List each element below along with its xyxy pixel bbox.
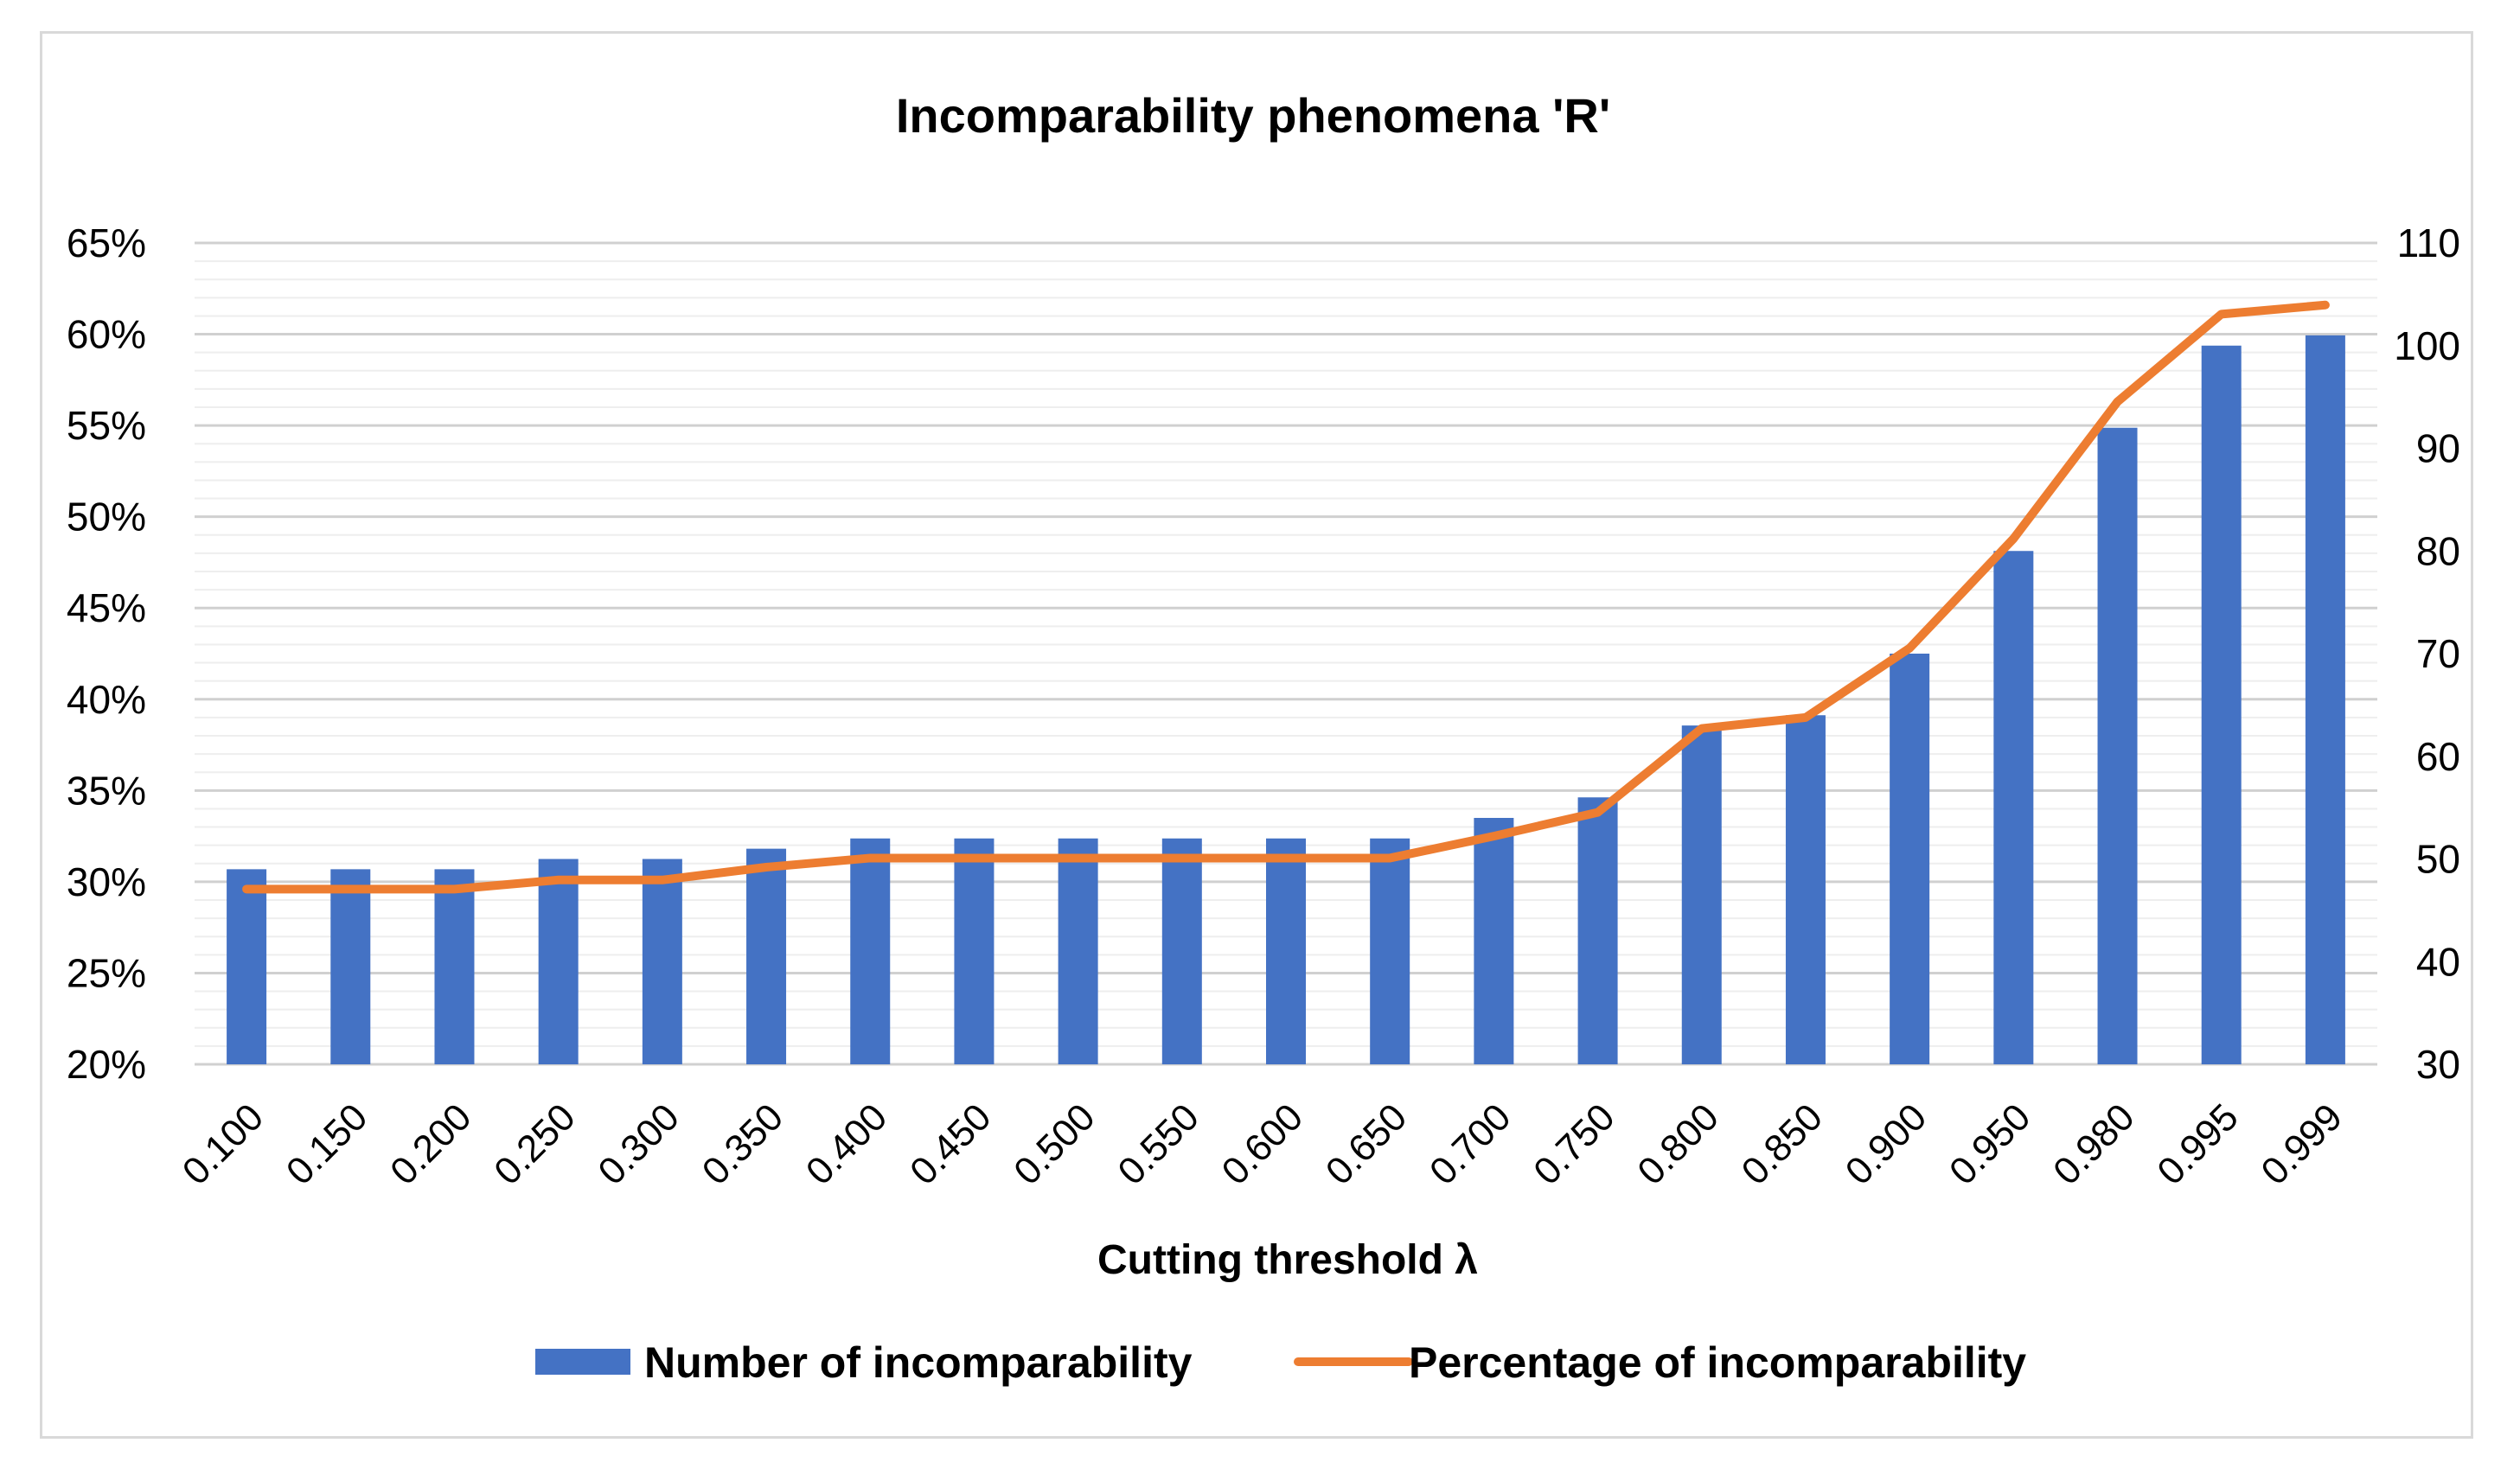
bar-0.150	[330, 869, 371, 1064]
bar-0.950	[1993, 551, 2034, 1064]
legend: Number of incomparability Percentage of …	[535, 1338, 2026, 1387]
left-tick-label: 65%	[67, 220, 146, 265]
bar-0.100	[227, 869, 267, 1064]
x-tick-label: 0.100	[175, 1095, 272, 1193]
right-tick-label: 30	[2416, 1042, 2460, 1087]
x-tick-label: 0.150	[278, 1095, 376, 1193]
bar-0.200	[434, 869, 475, 1064]
bar-0.700	[1474, 818, 1514, 1064]
bar-0.450	[954, 838, 995, 1064]
bar-0.750	[1577, 797, 1618, 1064]
left-tick-label: 30%	[67, 859, 146, 904]
left-tick-label: 55%	[67, 403, 146, 448]
x-tick-label: 0.400	[798, 1095, 896, 1193]
left-tick-label: 35%	[67, 768, 146, 813]
x-tick-label: 0.700	[1422, 1095, 1519, 1193]
bar-0.500	[1058, 838, 1098, 1064]
bar-0.999	[2305, 335, 2345, 1064]
bar-0.980	[2097, 427, 2138, 1064]
bar-0.600	[1266, 838, 1306, 1064]
right-tick-label: 60	[2416, 734, 2460, 779]
bar-0.650	[1370, 838, 1410, 1064]
x-tick-label: 0.999	[2253, 1095, 2351, 1193]
left-tick-label: 20%	[67, 1042, 146, 1087]
bar-0.550	[1161, 838, 1202, 1064]
right-tick-label: 90	[2416, 426, 2460, 471]
bars-layer	[227, 335, 2345, 1064]
x-tick-label: 0.980	[2045, 1095, 2143, 1193]
left-tick-label: 40%	[67, 677, 146, 722]
right-tick-label: 50	[2416, 837, 2460, 882]
x-axis-ticks: 0.100 0.150 0.200 0.250 0.300 0.350 0.400 0.450…	[175, 1095, 2351, 1193]
legend-line-label: Percentage of incomparability	[1409, 1338, 2026, 1387]
x-tick-label: 0.200	[382, 1095, 480, 1193]
left-tick-label: 50%	[67, 495, 146, 540]
x-axis-label: Cutting threshold λ	[1097, 1237, 1478, 1283]
x-tick-label: 0.600	[1214, 1095, 1312, 1193]
line-layer	[242, 300, 2330, 894]
bar-0.400	[850, 838, 891, 1064]
right-tick-label: 110	[2397, 220, 2460, 265]
x-tick-label: 0.350	[694, 1095, 792, 1193]
x-tick-label: 0.450	[902, 1095, 1000, 1193]
right-tick-label: 70	[2416, 631, 2460, 676]
chart-title: Incomparability phenomena 'R'	[896, 88, 1610, 143]
left-tick-label: 25%	[67, 950, 146, 995]
x-tick-label: 0.250	[486, 1095, 584, 1193]
bar-0.900	[1890, 654, 1930, 1064]
legend-bar-label: Number of incomparability	[644, 1338, 1193, 1387]
x-tick-label: 0.850	[1734, 1095, 1832, 1193]
legend-bar-swatch	[535, 1349, 630, 1375]
bar-0.250	[538, 859, 579, 1064]
right-axis-ticks: 30 40 50 60 70 80 90 100 110	[2394, 220, 2460, 1087]
left-axis-ticks: 20% 25% 30% 35% 40% 45% 50% 55% 60% 65%	[67, 220, 146, 1087]
x-tick-label: 0.300	[590, 1095, 688, 1193]
x-tick-label: 0.750	[1525, 1095, 1623, 1193]
bar-0.850	[1785, 715, 1826, 1064]
x-tick-label: 0.500	[1006, 1095, 1103, 1193]
bar-0.995	[2201, 345, 2242, 1064]
x-tick-label: 0.550	[1110, 1095, 1207, 1193]
bar-0.300	[642, 859, 682, 1064]
x-tick-label: 0.950	[1941, 1095, 2039, 1193]
left-tick-label: 60%	[67, 312, 146, 357]
left-tick-label: 45%	[67, 585, 146, 630]
percentage-line	[242, 300, 2330, 894]
x-tick-label: 0.650	[1318, 1095, 1416, 1193]
right-tick-label: 100	[2394, 323, 2460, 368]
right-tick-label: 40	[2416, 939, 2460, 984]
x-tick-label: 0.900	[1838, 1095, 1935, 1193]
x-tick-label: 0.800	[1629, 1095, 1727, 1193]
chart-frame: Incomparability phenomena 'R' 20% 25% 30% 3…	[40, 31, 2473, 1439]
bar-0.800	[1681, 725, 1722, 1064]
right-tick-label: 80	[2416, 528, 2460, 573]
bar-0.350	[746, 848, 787, 1064]
x-tick-label: 0.995	[2149, 1095, 2247, 1193]
chart-svg: Incomparability phenomena 'R' 20% 25% 30% 3…	[67, 88, 2460, 1387]
